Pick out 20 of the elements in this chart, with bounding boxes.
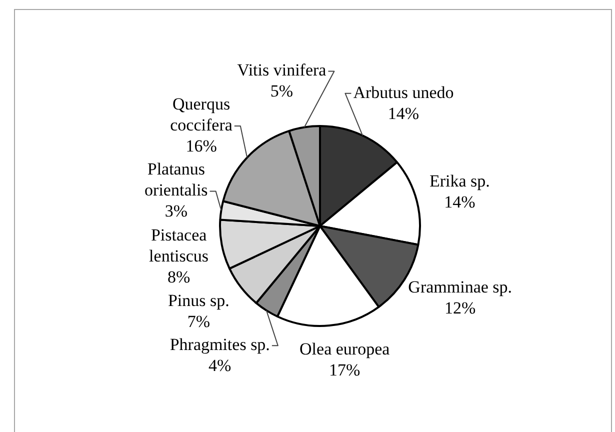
- data-label: 8%: [167, 268, 190, 287]
- data-label: 16%: [186, 136, 217, 156]
- slice-label: Pistacea lentiscus: [149, 226, 209, 266]
- data-label: 14%: [444, 192, 476, 212]
- data-label: 4%: [208, 356, 232, 376]
- slice-label: Platanus orientalis: [144, 160, 208, 200]
- data-label: 14%: [388, 104, 420, 123]
- slice-label: Phragmites sp.: [170, 335, 270, 354]
- slice-label: Gramminae sp.: [408, 277, 512, 296]
- slice-label: Pinus sp.: [168, 290, 230, 310]
- data-label: 17%: [329, 360, 360, 380]
- data-label: 12%: [444, 298, 476, 318]
- slice-label: Querqus coccifera: [170, 94, 233, 134]
- slice-label: Vitis vinifera: [237, 60, 327, 80]
- slice-label: Olea europea: [300, 339, 390, 358]
- data-label: 5%: [270, 82, 293, 101]
- slice-label: Erika sp.: [429, 171, 490, 190]
- data-label: 3%: [164, 202, 188, 221]
- slice-label: Arbutus unedo: [353, 82, 454, 102]
- data-label: 7%: [187, 312, 210, 331]
